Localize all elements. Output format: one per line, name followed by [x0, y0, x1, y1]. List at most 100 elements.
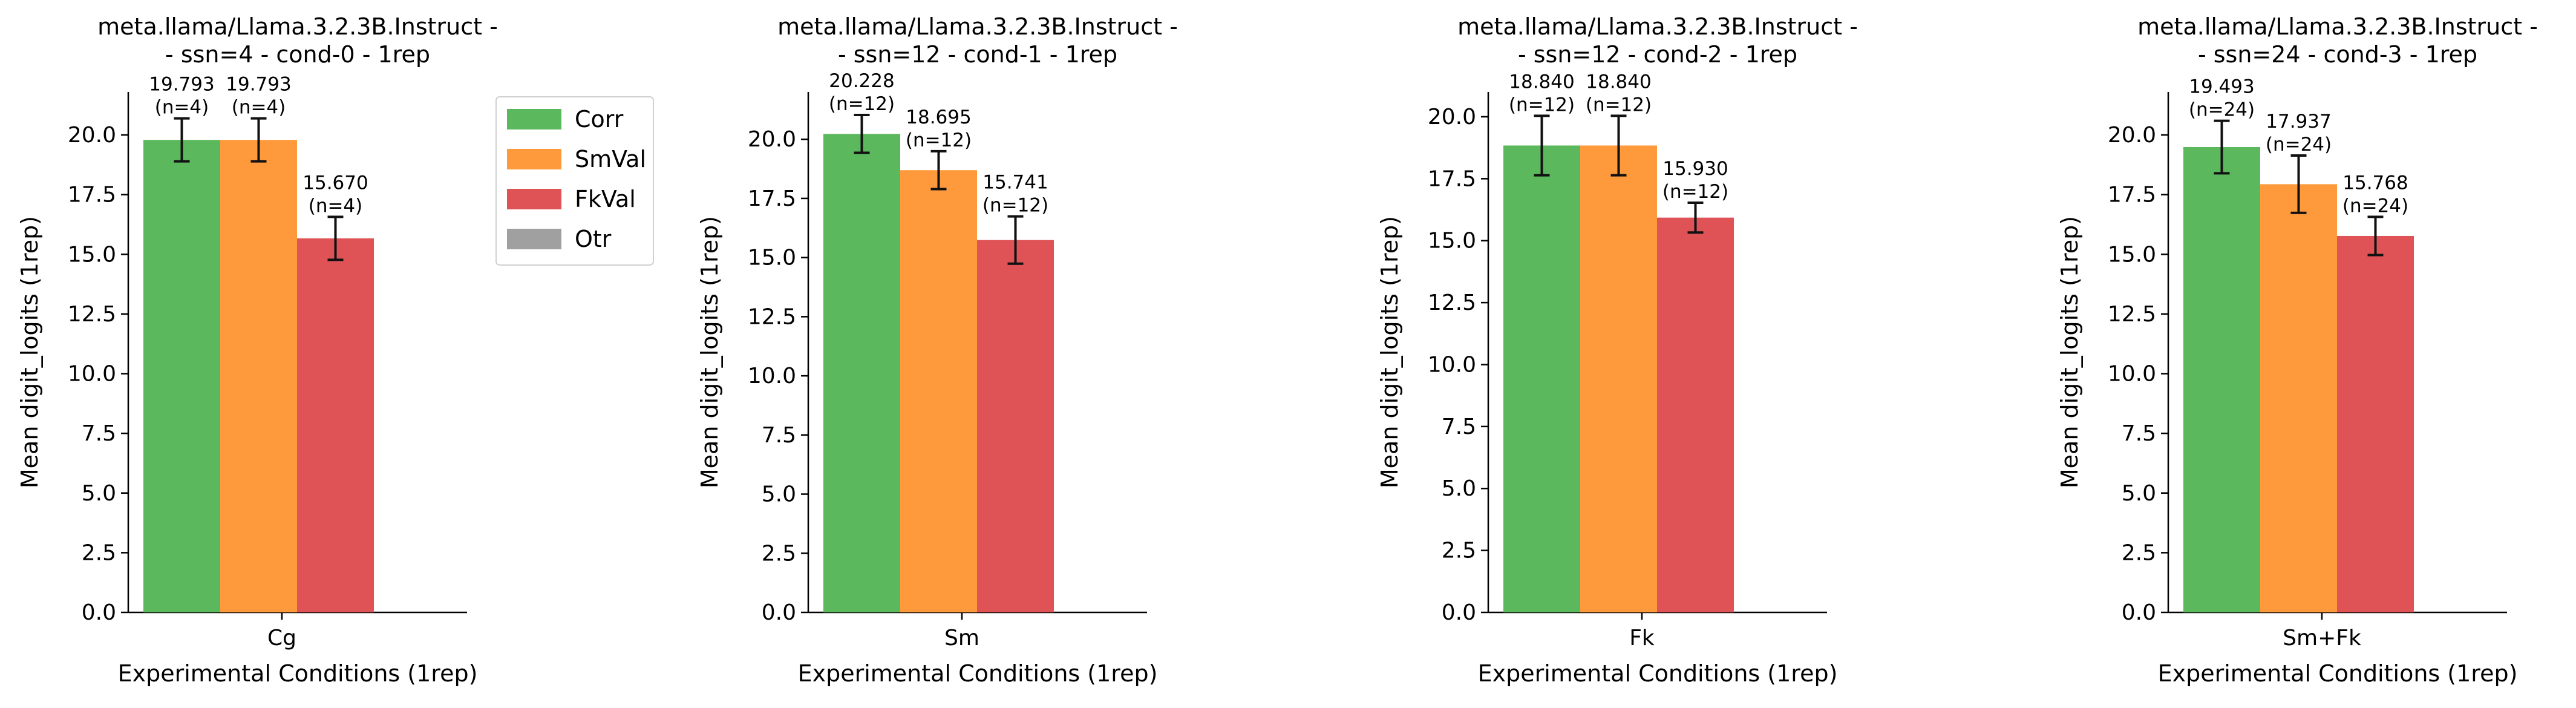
data-label-corr-line: (n=4): [155, 97, 209, 119]
data-label-smval: 18.695 (n=12): [906, 107, 972, 151]
data-label-smval: 19.793 (n=4): [226, 74, 291, 119]
legend-label-fkval: FkVal: [575, 186, 636, 212]
legend-swatch-corr: [507, 109, 561, 129]
legend-swatch-fkval: [507, 189, 561, 209]
y-axis-label: Mean digit_logits (1rep): [1376, 216, 1403, 488]
y-tick-label: 15.0: [748, 246, 796, 270]
y-tick-label: 2.5: [762, 541, 796, 566]
y-tick-label: 0.0: [762, 600, 796, 625]
bar-fkval: [2337, 235, 2414, 613]
data-label-fkval-line: 15.670: [302, 172, 368, 194]
bar-smval: [900, 170, 977, 613]
data-label-smval-line: 18.840: [1586, 71, 1651, 93]
data-label-corr-line: (n=12): [829, 93, 895, 115]
bar-corr: [2183, 147, 2260, 613]
data-label-smval-line: (n=12): [906, 129, 972, 151]
y-tick-label: 7.5: [82, 421, 116, 446]
chart-title: meta.llama/Llama.3.2.3B.Instruct -- ssn=…: [97, 13, 498, 68]
y-tick-label: 17.5: [748, 186, 796, 211]
data-label-corr-line: (n=24): [2189, 99, 2255, 121]
y-tick-label: 2.5: [1442, 539, 1476, 563]
data-label-corr: 18.840 (n=12): [1509, 71, 1575, 116]
x-axis-label: Experimental Conditions (1rep): [2158, 660, 2518, 687]
data-label-smval-line: 17.937: [2266, 111, 2331, 133]
legend-label-otr: Otr: [575, 226, 612, 252]
y-tick-label: 12.5: [1428, 290, 1476, 315]
chart-title-line: meta.llama/Llama.3.2.3B.Instruct -: [2137, 13, 2538, 40]
y-tick-label: 15.0: [68, 242, 116, 267]
chart-panel-3: meta.llama/Llama.3.2.3B.Instruct -- ssn=…: [1376, 13, 1858, 687]
y-tick-label: 20.0: [2108, 123, 2156, 148]
y-tick-label: 12.5: [68, 302, 116, 327]
data-label-fkval: 15.930 (n=12): [1662, 158, 1728, 203]
chart-title: meta.llama/Llama.3.2.3B.Instruct -- ssn=…: [777, 13, 1178, 68]
chart-panel-1: meta.llama/Llama.3.2.3B.Instruct -- ssn=…: [16, 13, 498, 687]
legend-swatch-smval: [507, 149, 561, 169]
chart-title-line: - ssn=12 - cond-1 - 1rep: [838, 41, 1117, 68]
chart-title-line: meta.llama/Llama.3.2.3B.Instruct -: [777, 13, 1178, 40]
x-axis-label: Experimental Conditions (1rep): [1478, 660, 1838, 687]
bar-smval: [2260, 184, 2337, 613]
y-tick-label: 12.5: [748, 304, 796, 329]
chart-panel-2: meta.llama/Llama.3.2.3B.Instruct -- ssn=…: [696, 13, 1178, 687]
x-tick-label: Sm+Fk: [2283, 626, 2361, 651]
data-label-fkval: 15.670 (n=4): [302, 172, 368, 217]
data-label-fkval-line: 15.741: [982, 172, 1048, 194]
y-tick-label: 10.0: [68, 362, 116, 387]
data-label-corr-line: (n=12): [1509, 94, 1575, 116]
data-label-fkval-line: (n=12): [1662, 181, 1728, 203]
y-tick-label: 5.0: [82, 481, 116, 506]
y-tick-label: 15.0: [2108, 242, 2156, 267]
y-tick-label: 5.0: [1442, 476, 1476, 501]
bar-smval: [1580, 145, 1657, 612]
chart-panel-4: meta.llama/Llama.3.2.3B.Instruct -- ssn=…: [2056, 13, 2538, 687]
y-tick-label: 2.5: [82, 540, 116, 565]
data-label-corr-line: 19.793: [149, 74, 214, 96]
y-tick-label: 17.5: [2108, 183, 2156, 208]
x-axis-label: Experimental Conditions (1rep): [798, 660, 1158, 687]
data-label-fkval: 15.768 (n=24): [2342, 172, 2408, 217]
y-tick-label: 5.0: [2122, 481, 2156, 506]
x-tick-label: Sm: [944, 626, 979, 651]
y-tick-label: 0.0: [1442, 600, 1476, 625]
bar-smval: [220, 140, 297, 612]
bar-corr: [1503, 145, 1580, 612]
data-label-smval: 18.840 (n=12): [1586, 71, 1652, 116]
y-axis-label: Mean digit_logits (1rep): [2056, 216, 2083, 488]
y-tick-label: 7.5: [1442, 415, 1476, 439]
y-axis-label: Mean digit_logits (1rep): [696, 216, 723, 488]
y-tick-label: 10.0: [2108, 362, 2156, 387]
bar-fkval: [1657, 217, 1734, 613]
bar-fkval: [297, 238, 374, 612]
x-axis-label: Experimental Conditions (1rep): [118, 660, 478, 687]
data-label-smval-line: 18.695: [906, 107, 971, 128]
y-tick-label: 15.0: [1428, 229, 1476, 254]
data-label-fkval-line: 15.930: [1662, 158, 1728, 180]
bar-fkval: [977, 240, 1054, 612]
y-tick-label: 10.0: [748, 364, 796, 388]
y-tick-label: 20.0: [68, 123, 116, 148]
data-label-corr: 19.793 (n=4): [149, 74, 214, 119]
legend-label-smval: SmVal: [575, 146, 646, 172]
legend-box: [495, 96, 654, 266]
legend-swatch-otr: [507, 229, 561, 249]
chart-title-line: - ssn=12 - cond-2 - 1rep: [1518, 41, 1797, 68]
y-tick-label: 20.0: [748, 127, 796, 152]
chart-title: meta.llama/Llama.3.2.3B.Instruct -- ssn=…: [2137, 13, 2538, 68]
chart-title: meta.llama/Llama.3.2.3B.Instruct -- ssn=…: [1457, 13, 1858, 68]
x-tick-label: Fk: [1629, 626, 1655, 651]
y-tick-label: 20.0: [1428, 105, 1476, 129]
y-tick-label: 2.5: [2122, 540, 2156, 565]
chart-title-line: - ssn=24 - cond-3 - 1rep: [2198, 41, 2477, 68]
bar-corr: [823, 134, 900, 612]
bar-corr: [143, 140, 220, 612]
data-label-fkval-line: (n=12): [982, 195, 1048, 217]
data-label-corr: 19.493 (n=24): [2189, 76, 2255, 121]
chart-title-line: - ssn=4 - cond-0 - 1rep: [165, 41, 430, 68]
data-label-fkval: 15.741 (n=12): [982, 172, 1048, 217]
x-tick-label: Cg: [267, 626, 296, 651]
y-tick-label: 12.5: [2108, 302, 2156, 327]
data-label-smval-line: (n=24): [2266, 134, 2332, 156]
data-label-fkval-line: (n=24): [2342, 195, 2408, 217]
